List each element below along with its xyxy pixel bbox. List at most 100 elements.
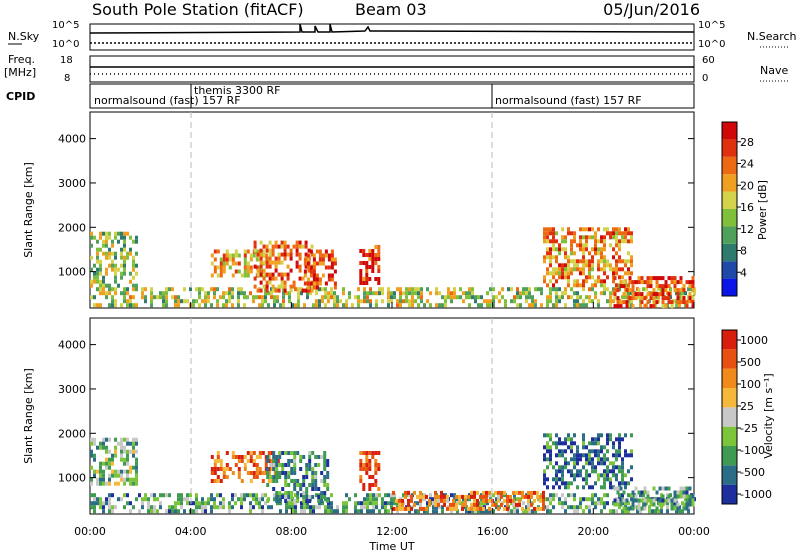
power-echo-cell <box>676 288 680 293</box>
power-echo-cell <box>513 295 516 300</box>
power-echo-cell <box>177 295 180 300</box>
velocity-echo-cell <box>345 493 348 498</box>
velocity-echo-cell <box>558 453 561 458</box>
velocity-echo-cell <box>648 505 651 510</box>
velocity-echo-cell <box>102 461 105 466</box>
power-echo-cell <box>114 231 117 236</box>
power-echo-cell <box>333 299 336 304</box>
power-echo-cell <box>216 273 220 278</box>
velocity-echo-cell <box>419 506 422 511</box>
power-colorbar-frame <box>721 121 738 297</box>
velocity-echo-cell <box>300 493 303 498</box>
power-echo-cell <box>283 272 287 277</box>
velocity-ytick-label: 3000 <box>58 383 86 396</box>
power-echo-cell <box>150 303 153 308</box>
power-echoes <box>90 227 696 309</box>
velocity-echo-cell <box>613 498 617 503</box>
velocity-echo-cell <box>290 467 294 471</box>
velocity-echo-cell <box>637 502 641 507</box>
power-echo-cell <box>630 259 633 264</box>
power-echo-cell <box>304 244 308 249</box>
velocity-echo-cell <box>685 490 689 495</box>
velocity-echo-cell <box>243 467 247 471</box>
power-echo-cell <box>594 239 597 244</box>
velocity-echo-cell <box>368 487 372 491</box>
power-echo-cell <box>420 299 423 304</box>
power-echo-cell <box>312 253 316 258</box>
power-echo-cell <box>213 291 216 296</box>
velocity-echo-cell <box>123 505 126 510</box>
power-echo-cell <box>684 291 687 296</box>
velocity-echo-cell <box>120 441 123 446</box>
velocity-echo-cell <box>225 475 229 479</box>
velocity-echo-cell <box>305 499 309 503</box>
power-echo-cell <box>357 299 360 304</box>
power-echo-cell <box>258 303 261 308</box>
velocity-echo-cell <box>482 498 485 503</box>
velocity-echo-cell <box>591 469 594 474</box>
power-echo-cell <box>368 265 372 269</box>
velocity-colorbar-tick-label: 1000 <box>740 334 768 347</box>
power-echo-cell <box>129 299 132 304</box>
velocity-echo-cell <box>516 509 519 514</box>
velocity-echo-cell <box>90 449 93 454</box>
velocity-echo-cell <box>287 459 291 463</box>
velocity-echo-cell <box>246 459 250 463</box>
power-echo-cell <box>135 239 138 244</box>
power-echo-cell <box>321 253 325 258</box>
power-echo-cell <box>141 295 144 300</box>
power-echo-cell <box>655 292 659 297</box>
power-echo-cell <box>286 244 290 249</box>
power-echo-cell <box>693 291 696 296</box>
velocity-echo-cell <box>648 509 651 514</box>
velocity-echo-cell <box>123 481 126 486</box>
velocity-echo-cell <box>567 505 570 510</box>
velocity-echo-cell <box>120 453 123 458</box>
velocity-echo-cell <box>252 497 255 502</box>
velocity-echo-cell <box>120 477 123 482</box>
velocity-echo-cell <box>377 451 381 455</box>
power-echo-cell <box>576 291 579 296</box>
power-echo-cell <box>114 299 117 304</box>
power-echo-cell <box>225 257 229 262</box>
velocity-echo-cell <box>246 493 249 498</box>
velocity-echo-cell <box>510 509 513 514</box>
power-echo-cell <box>609 303 612 308</box>
power-echo-cell <box>576 263 579 268</box>
velocity-echo-cell <box>567 461 570 466</box>
velocity-echo-cell <box>99 481 102 486</box>
velocity-echo-cell <box>275 467 279 471</box>
velocity-echo-cell <box>264 493 267 498</box>
power-echo-cell <box>219 261 223 266</box>
power-echo-cell <box>561 263 564 268</box>
power-echo-cell <box>600 279 603 284</box>
velocity-echo-cell <box>234 463 238 467</box>
velocity-echo-cell <box>497 498 500 503</box>
velocity-echo-cell <box>539 498 542 503</box>
velocity-echo-cell <box>691 502 695 507</box>
power-echo-cell <box>102 287 105 292</box>
power-echo-cell <box>366 295 369 300</box>
velocity-echo-cell <box>272 463 276 467</box>
power-echo-cell <box>234 253 238 258</box>
power-echo-cell <box>549 255 552 260</box>
power-echo-cell <box>634 280 638 285</box>
power-echo-cell <box>289 268 293 273</box>
power-echo-cell <box>618 267 621 272</box>
velocity-echo-cell <box>281 495 285 499</box>
velocity-echo-cell <box>291 497 294 502</box>
velocity-echo-cell <box>129 449 132 454</box>
velocity-echo-cell <box>476 506 479 511</box>
velocity-echo-cell <box>177 497 180 502</box>
velocity-echo-cell <box>425 506 428 511</box>
power-echo-cell <box>546 295 549 300</box>
power-echo-cell <box>210 253 214 258</box>
power-echo-cell <box>579 247 582 252</box>
velocity-echo-cell <box>126 449 129 454</box>
velocity-echo-cell <box>120 437 123 442</box>
velocity-echo-cell <box>606 477 609 482</box>
freq-unit: [MHz] <box>4 66 36 79</box>
velocity-echo-cell <box>555 473 558 478</box>
power-echo-cell <box>228 265 232 270</box>
